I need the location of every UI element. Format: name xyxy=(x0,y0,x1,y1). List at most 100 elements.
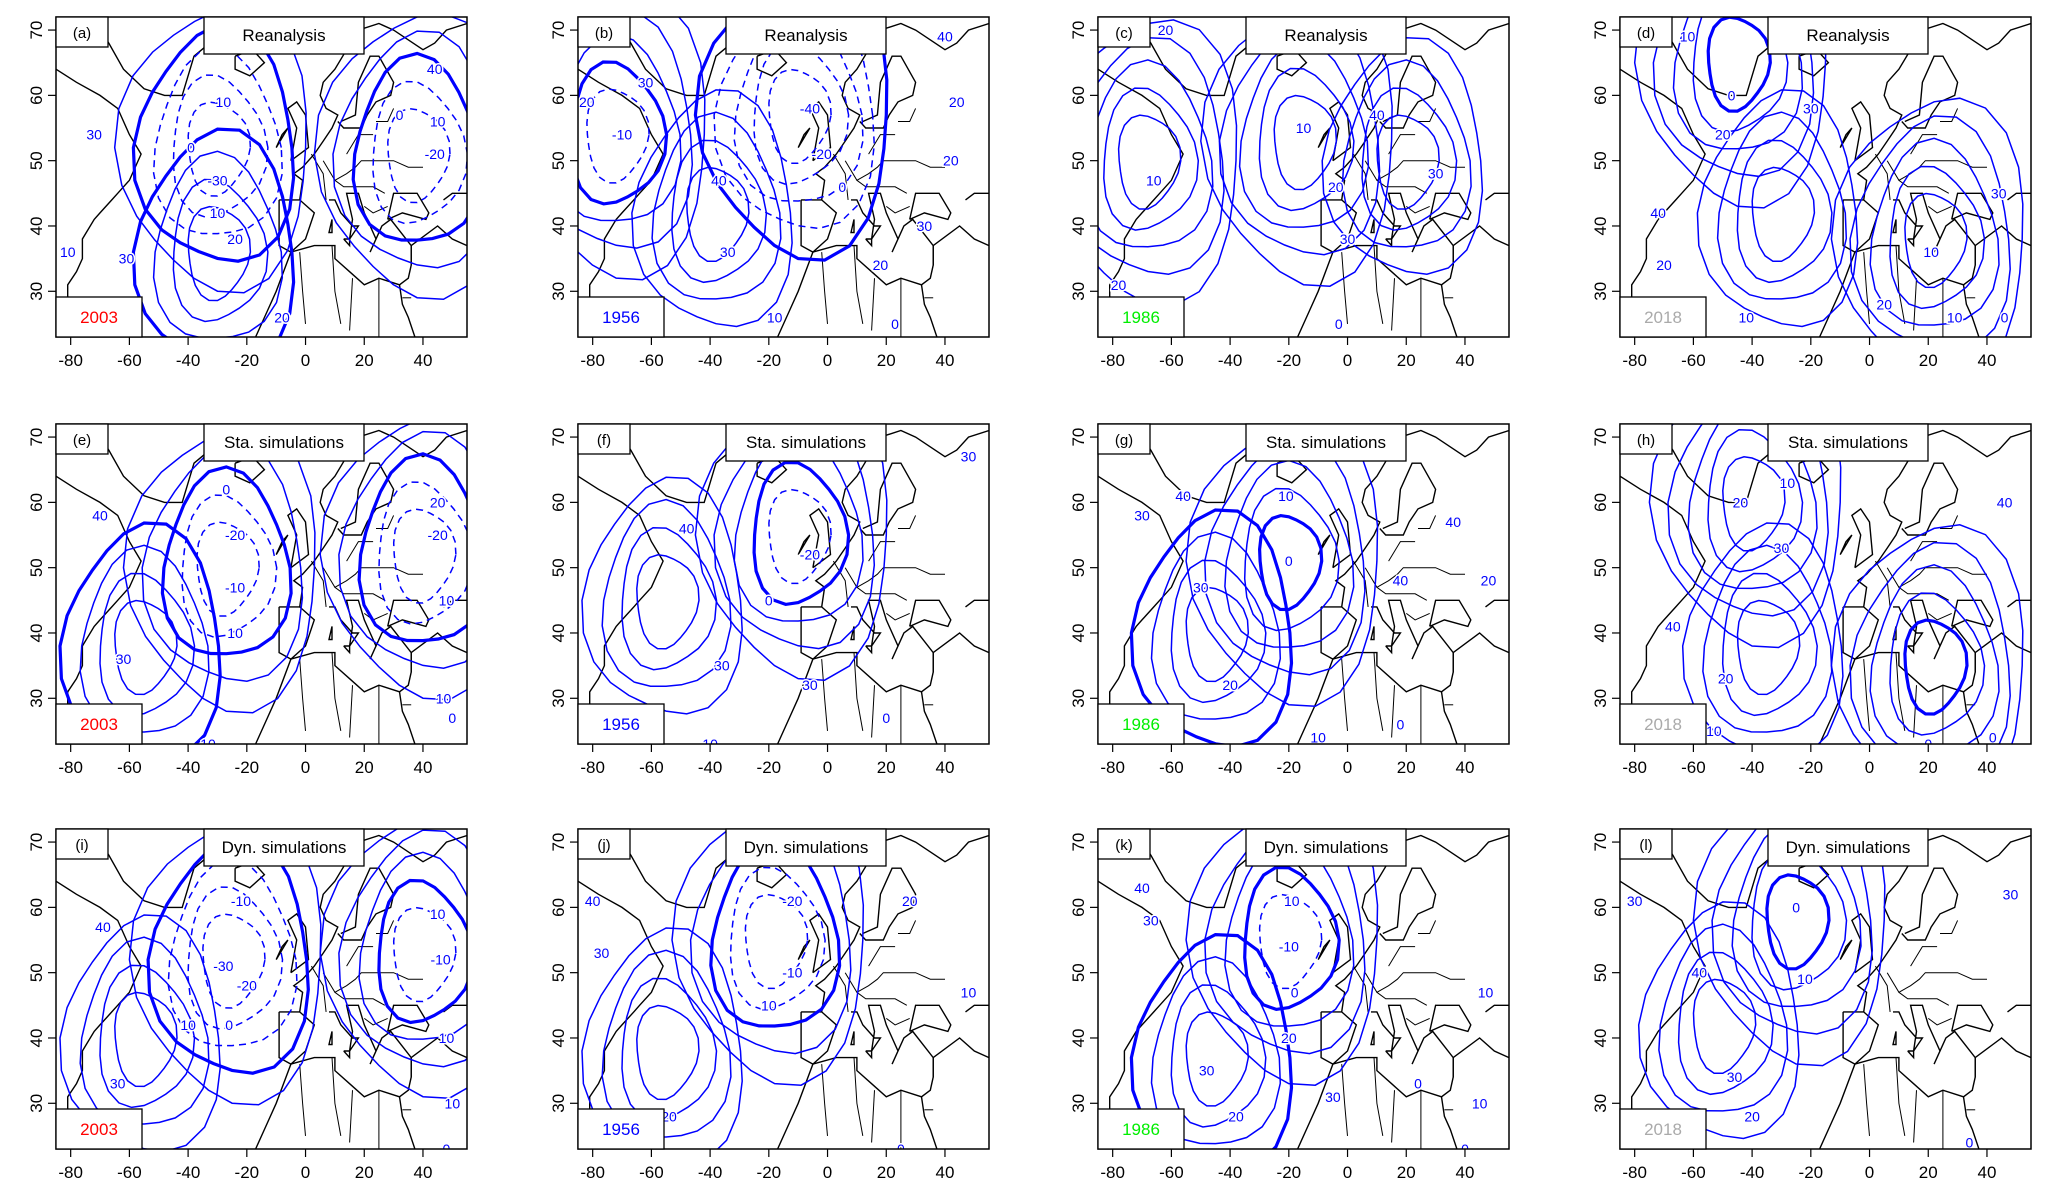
country-border xyxy=(898,567,945,575)
coastline xyxy=(809,507,832,569)
coastline xyxy=(809,912,832,974)
contour-label: 10 xyxy=(430,113,446,129)
coastline xyxy=(292,429,467,608)
contour-label: 0 xyxy=(1414,1076,1422,1092)
coastline xyxy=(1452,632,1509,673)
map-area: 40 30 30 0 10 20 40 40 20 0 10 xyxy=(1098,424,1509,744)
country-border xyxy=(1364,160,1418,181)
contour-label: 0 xyxy=(1965,1134,1973,1150)
coastline xyxy=(1842,606,1880,660)
positive-contour xyxy=(578,17,694,249)
country-border xyxy=(853,652,864,731)
coastline xyxy=(1440,1096,1465,1149)
x-tick-label: -40 xyxy=(1740,758,1765,777)
source-box xyxy=(1245,16,1407,55)
coastline xyxy=(920,691,945,744)
coastline xyxy=(1951,1004,1994,1033)
country-border xyxy=(821,659,828,731)
positive-contour xyxy=(581,476,743,715)
x-tick-label: -40 xyxy=(698,758,723,777)
contour-label: 20 xyxy=(1733,494,1749,510)
country-border xyxy=(1364,972,1418,993)
positive-contour xyxy=(685,166,750,263)
coastline xyxy=(909,599,952,628)
contour-label: 0 xyxy=(891,316,899,332)
negative-contour xyxy=(586,88,650,184)
positive-contour xyxy=(1849,541,2011,744)
contour-label: 10 xyxy=(436,690,452,706)
source-label: Sta. simulations xyxy=(1266,433,1386,452)
positive-contour xyxy=(581,927,743,1149)
coastline xyxy=(1851,100,1874,162)
contour-label: 10 xyxy=(210,205,226,221)
contour-label: 10 xyxy=(1284,893,1300,909)
negative-contour xyxy=(768,68,832,165)
contour-label: 30 xyxy=(1340,231,1356,247)
country-border xyxy=(1341,1064,1348,1136)
country-border xyxy=(1928,205,1952,214)
positive-contour xyxy=(319,424,467,701)
x-tick-label: 20 xyxy=(1397,351,1416,370)
year-label: 2003 xyxy=(80,308,118,327)
positive-contour xyxy=(187,205,252,302)
y-tick-label: 30 xyxy=(1591,282,1610,301)
country-border xyxy=(299,252,306,324)
x-tick-label: -60 xyxy=(1681,351,1706,370)
x-tick-label: -20 xyxy=(1799,1163,1824,1182)
contour-label: 30 xyxy=(594,945,610,961)
country-border xyxy=(868,134,896,155)
positive-contour xyxy=(1243,487,1340,632)
coastline xyxy=(56,880,142,1149)
y-tick-label: 30 xyxy=(27,689,46,708)
negative-contour xyxy=(1258,893,1323,990)
panel-letter-box xyxy=(55,423,109,455)
x-tick-label: -20 xyxy=(235,758,260,777)
positive-contour xyxy=(578,17,706,281)
x-tick-label: 0 xyxy=(1865,758,1874,777)
country-border xyxy=(886,205,910,214)
contour-label: 40 xyxy=(95,919,111,935)
contour-label: 10 xyxy=(1738,309,1754,325)
coastline xyxy=(965,599,989,608)
map-area: 10 0 30 20 40 20 10 30 10 10 20 0 xyxy=(1620,17,2031,337)
country-border xyxy=(856,179,908,194)
y-tick-label: 30 xyxy=(1069,282,1088,301)
country-border xyxy=(1341,252,1348,324)
source-box xyxy=(725,423,887,462)
contour-label: 20 xyxy=(430,494,446,510)
coastline xyxy=(398,284,423,337)
coastline xyxy=(337,462,395,536)
country-border xyxy=(821,252,828,324)
country-border xyxy=(376,515,395,529)
coastline xyxy=(1296,599,1454,744)
coastline xyxy=(1485,599,1509,608)
panel-letter-box xyxy=(577,16,631,48)
negative-contour xyxy=(181,494,278,638)
source-label: Dyn. simulations xyxy=(1264,838,1389,857)
y-tick-label: 50 xyxy=(1591,558,1610,577)
year-label: 2018 xyxy=(1644,1120,1682,1139)
coastline xyxy=(1974,1037,2031,1078)
contour-label: 30 xyxy=(802,677,818,693)
source-box xyxy=(203,423,365,462)
contour-label: -30 xyxy=(213,958,233,974)
coastline xyxy=(1839,127,1853,148)
zero-contour xyxy=(693,17,889,262)
x-tick-label: 40 xyxy=(936,758,955,777)
x-tick-label: -20 xyxy=(1277,351,1302,370)
coastline xyxy=(343,1050,351,1060)
coastline xyxy=(1098,475,1184,744)
x-tick-label: -40 xyxy=(1218,351,1243,370)
x-tick-label: 20 xyxy=(1919,758,1938,777)
contour-label: 10 xyxy=(1472,1095,1488,1111)
coastline xyxy=(1907,1050,1915,1060)
country-border xyxy=(1886,972,1940,993)
x-tick-label: -60 xyxy=(1681,758,1706,777)
contour-label: 20 xyxy=(227,231,243,247)
x-tick-label: 0 xyxy=(1865,1163,1874,1182)
positive-contour xyxy=(1170,559,1267,704)
y-tick-label: 60 xyxy=(27,493,46,512)
country-border xyxy=(1863,659,1870,731)
country-border xyxy=(1376,586,1428,601)
